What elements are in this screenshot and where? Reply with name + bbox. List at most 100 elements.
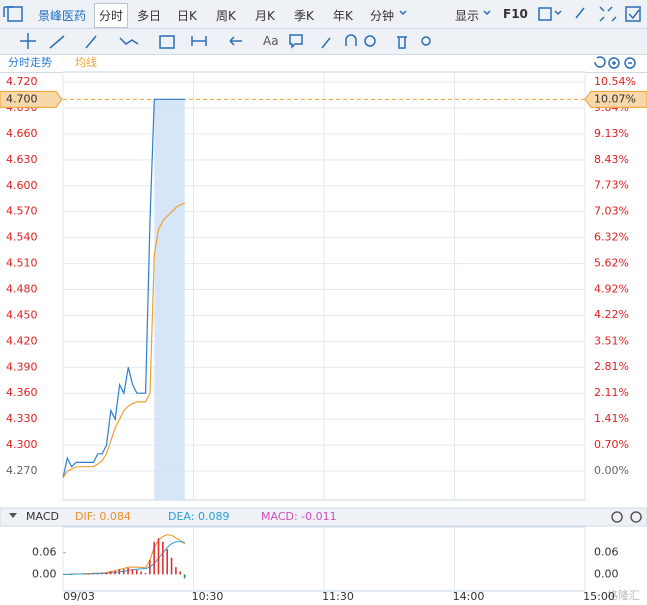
legend-entry: 均线 (75, 55, 97, 69)
macd-bar (135, 570, 138, 575)
y-tick-label: 4.450 (6, 308, 38, 321)
macd-bar (83, 573, 86, 575)
tab[interactable]: 季K (294, 9, 314, 23)
y-tick-label: 4.270 (6, 464, 38, 477)
macd-title: MACD (26, 510, 59, 523)
drawing-icons[interactable] (20, 33, 431, 49)
y-tick-label: 4.330 (6, 412, 38, 425)
collapse-icon[interactable] (9, 513, 17, 518)
x-tick-label: 10:30 (192, 590, 224, 603)
macd-bar (149, 559, 151, 575)
macd-bar (114, 570, 116, 575)
macd-bar (101, 573, 103, 575)
y2-tick-label: 4.22% (594, 308, 629, 321)
y2-tick-label: 4.92% (594, 282, 629, 295)
macd-bar (96, 573, 99, 575)
y-tick-label: 4.720 (6, 75, 38, 88)
macd-bar (70, 573, 73, 575)
limit-marker (584, 90, 647, 108)
f10-button[interactable]: F10 (503, 7, 528, 21)
x-tick-label: 11:30 (322, 590, 354, 603)
macd-bar (118, 569, 121, 575)
tab[interactable]: 多日 (137, 9, 162, 23)
limit-label: 4.700 (6, 92, 38, 105)
macd-bar (166, 549, 168, 575)
y-tick-label: 4.390 (6, 360, 38, 373)
price-line (62, 98, 185, 479)
macd-bar (170, 557, 173, 575)
tab[interactable]: 周K (216, 9, 236, 23)
x-tick-label: 14:00 (453, 590, 485, 603)
y2-tick-label: 7.73% (594, 179, 629, 192)
tab[interactable]: 日K (177, 9, 197, 23)
drawing-toolbar: Aa (0, 29, 647, 55)
tab[interactable]: 分钟 (370, 9, 395, 23)
macd-bar (179, 571, 182, 575)
macd-bar (183, 574, 186, 579)
y2-tick-label: 10.54% (594, 75, 636, 88)
zoom-icons[interactable] (594, 56, 636, 69)
y-tick-label: 4.510 (6, 257, 38, 270)
tab[interactable]: 年K (333, 9, 353, 23)
y-tick-label: 4.630 (6, 153, 38, 166)
y-tick-label: 4.600 (6, 179, 38, 192)
y2-tick-label: 6.32% (594, 231, 629, 244)
limit-pct-label: 10.07% (594, 92, 636, 105)
macd-bar (175, 567, 177, 575)
y-tick-label: 4.300 (6, 438, 38, 451)
y-tick-label: 4.420 (6, 334, 38, 347)
macd-bar (162, 541, 164, 575)
limit-area (154, 99, 185, 500)
y2-tick-label: 7.03% (594, 204, 629, 217)
legend-entry: 分时走势 (8, 56, 52, 69)
y2-tick-label: 0.00 (594, 567, 619, 580)
price-line (62, 202, 186, 479)
macd-bar (140, 571, 142, 575)
y-tick-label: 4.660 (6, 127, 38, 140)
x-tick-label: 15:00 (583, 590, 615, 603)
macd-header (0, 507, 647, 527)
tab[interactable]: 分时 (94, 3, 129, 28)
macd-bar (105, 572, 108, 575)
macd-bar (92, 573, 95, 575)
y2-tick-label: 9.13% (594, 127, 629, 140)
y2-tick-label: 0.00% (594, 464, 629, 477)
legend-entry: MACD: -0.011 (261, 510, 337, 523)
macd-bar (109, 571, 112, 575)
y2-tick-label: 2.81% (594, 360, 629, 373)
macd-bar (127, 567, 129, 575)
y2-tick-label: 0.70% (594, 438, 629, 451)
y-tick-label: 0.00 (32, 567, 57, 580)
menu-icons[interactable] (3, 6, 641, 22)
y-tick-label: 4.570 (6, 205, 38, 218)
y2-tick-label: 5.62% (594, 256, 629, 269)
panel-icon[interactable] (7, 6, 23, 22)
y2-tick-label: 0.06 (594, 546, 619, 559)
y2-tick-label: 8.43% (594, 153, 629, 166)
toolbar-icons (3, 6, 641, 69)
y-tick-label: 4.540 (6, 231, 38, 244)
display-menu[interactable]: 显示 (455, 9, 480, 23)
y-tick-label: 0.06 (32, 546, 57, 559)
macd-bar (131, 569, 134, 575)
macd-bar (153, 541, 155, 575)
y-tick-label: 4.360 (6, 386, 38, 399)
tab[interactable]: 月K (255, 9, 275, 23)
legend-entry: DEA: 0.089 (168, 510, 229, 523)
x-tick-label: 09/03 (63, 590, 95, 603)
stock-name[interactable]: 景峰医药 (38, 9, 87, 23)
macd-bar (157, 538, 160, 575)
macd-bar (88, 573, 90, 575)
y2-tick-label: 3.51% (594, 334, 629, 347)
watermark: 格隆汇 (607, 588, 640, 602)
y-tick-label: 4.480 (6, 283, 38, 296)
y2-tick-label: 1.41% (594, 412, 629, 425)
settings-icons (611, 511, 642, 523)
text-tool[interactable]: Aa (263, 34, 279, 48)
limit-marker (0, 90, 63, 108)
legend-entry: DIF: 0.084 (75, 510, 131, 523)
y2-tick-label: 2.11% (594, 386, 629, 399)
macd-bar (144, 572, 147, 575)
